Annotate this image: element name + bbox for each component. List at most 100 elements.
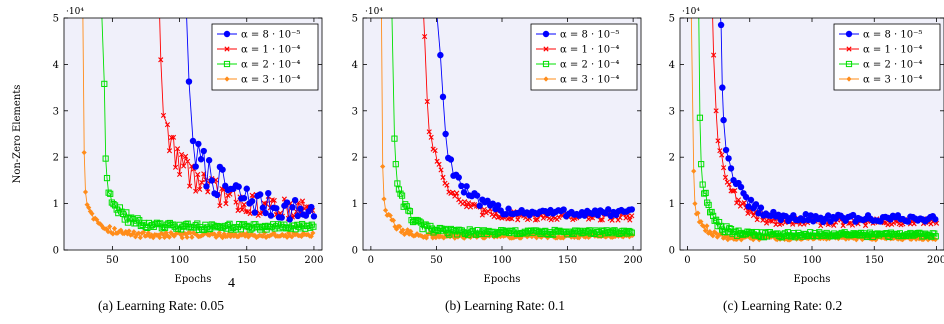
legend-marker: [542, 30, 550, 38]
data-point-1: [262, 209, 269, 217]
data-point-4: [692, 201, 698, 207]
data-point-1: [628, 206, 636, 213]
data-point-4: [477, 232, 483, 239]
y-tick-label: 2: [53, 153, 59, 164]
data-point-1: [286, 216, 293, 223]
data-point-1: [297, 205, 304, 212]
data-point-4: [166, 234, 172, 240]
y-tick-label: 4: [53, 60, 59, 71]
data-point-4: [137, 234, 143, 241]
data-point-1: [259, 204, 267, 211]
x-tick-label: 200: [927, 255, 944, 266]
data-point-1: [185, 78, 193, 85]
data-point-4: [131, 229, 137, 235]
data-point-3: [194, 220, 201, 227]
series-layer: [81, 18, 318, 241]
data-point-2: [732, 187, 738, 194]
data-point-1: [904, 218, 912, 225]
data-point-2: [515, 217, 521, 223]
data-point-3: [103, 174, 111, 182]
data-point-2: [436, 161, 442, 167]
data-point-2: [185, 158, 191, 164]
series-line-2: [159, 18, 313, 219]
data-point-1: [248, 197, 256, 205]
data-point-4: [406, 231, 412, 237]
data-point-3: [701, 190, 708, 197]
data-point-1: [442, 130, 449, 138]
data-point-1: [458, 182, 465, 190]
data-point-2: [763, 220, 770, 226]
data-point-1: [213, 191, 221, 199]
data-point-2: [534, 216, 540, 223]
data-point-3: [128, 214, 135, 221]
data-point-1: [824, 212, 832, 219]
data-point-3: [625, 227, 632, 235]
y-tick-label: 1: [53, 199, 59, 210]
data-point-3: [405, 207, 412, 214]
legend-label: α = 3 · 10⁻⁴: [241, 75, 300, 86]
legend: α = 8 · 10⁻⁵ α = 1 · 10⁻⁴ α = 2 · 10⁻⁴ α = …: [530, 23, 638, 91]
data-point-2: [440, 174, 446, 180]
caption-learning-rate-0-1: (b) Learning Rate: 0.1: [445, 298, 565, 313]
data-point-3: [247, 226, 254, 233]
data-point-1: [192, 163, 199, 170]
data-point-2: [454, 190, 460, 196]
y-tick-label: 3: [53, 106, 59, 117]
legend-label: α = 8 · 10⁻⁵: [241, 30, 300, 41]
legend-label: α = 1 · 10⁻⁴: [560, 45, 619, 56]
data-point-2: [178, 151, 185, 158]
data-point-4: [89, 210, 95, 217]
data-point-1: [205, 157, 213, 164]
data-point-4: [708, 231, 714, 237]
data-point-2: [160, 112, 167, 119]
data-point-4: [157, 234, 163, 241]
data-point-2: [467, 204, 474, 210]
data-point-3: [123, 209, 130, 216]
x-axis-label: Epochs: [794, 274, 831, 285]
caption-learning-rate-0-05: (a) Learning Rate: 0.05: [98, 298, 224, 313]
data-point-1: [208, 177, 216, 184]
y-tick-label: 3: [352, 106, 358, 117]
data-point-4: [403, 230, 409, 236]
legend-marker: [543, 76, 549, 82]
legend: α = 8 · 10⁻⁵ α = 1 · 10⁻⁴ α = 2 · 10⁻⁴ α = …: [211, 23, 319, 91]
data-point-4: [725, 236, 731, 243]
data-point-4: [695, 210, 701, 216]
x-tick-label: 200: [624, 255, 643, 266]
data-point-1: [849, 211, 857, 219]
data-point-4: [187, 230, 193, 236]
data-point-3: [696, 114, 704, 121]
data-point-4: [702, 228, 709, 234]
data-point-1: [200, 147, 207, 155]
data-point-4: [505, 233, 511, 239]
data-point-1: [197, 156, 205, 163]
data-point-2: [599, 217, 605, 223]
data-point-2: [719, 152, 725, 158]
data-point-4: [439, 234, 445, 240]
data-point-4: [305, 231, 311, 238]
data-point-3: [454, 231, 461, 238]
data-point-2: [491, 213, 497, 220]
data-point-3: [716, 218, 723, 226]
data-point-2: [422, 33, 428, 40]
axes-frame: [63, 17, 323, 251]
data-point-2: [164, 122, 171, 128]
data-point-1: [502, 211, 510, 218]
data-point-4: [107, 223, 113, 230]
legend-label: α = 2 · 10⁻⁴: [560, 60, 619, 71]
data-point-3: [242, 223, 249, 230]
y-multiplier-label: ·10⁴: [682, 7, 700, 17]
data-point-4: [294, 231, 300, 237]
data-point-2: [174, 146, 181, 152]
data-point-2: [271, 197, 277, 204]
data-point-2: [426, 129, 432, 135]
y-tick-label: 0: [53, 246, 59, 257]
data-point-1: [484, 197, 491, 205]
data-point-4: [691, 168, 697, 174]
data-point-4: [423, 235, 430, 241]
data-point-2: [424, 98, 430, 105]
data-point-1: [591, 207, 599, 214]
data-point-3: [153, 219, 161, 226]
x-axis-label: Epochs: [484, 274, 521, 285]
